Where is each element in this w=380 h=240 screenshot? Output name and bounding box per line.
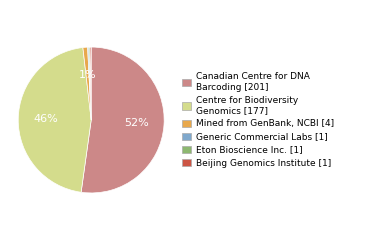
Wedge shape	[90, 47, 91, 120]
Wedge shape	[83, 47, 91, 120]
Legend: Canadian Centre for DNA
Barcoding [201], Centre for Biodiversity
Genomics [177],: Canadian Centre for DNA Barcoding [201],…	[182, 72, 334, 168]
Wedge shape	[18, 48, 91, 192]
Wedge shape	[81, 47, 164, 193]
Wedge shape	[88, 47, 91, 120]
Text: 46%: 46%	[33, 114, 59, 125]
Wedge shape	[89, 47, 91, 120]
Text: 52%: 52%	[124, 118, 149, 128]
Text: 1%: 1%	[79, 70, 96, 80]
